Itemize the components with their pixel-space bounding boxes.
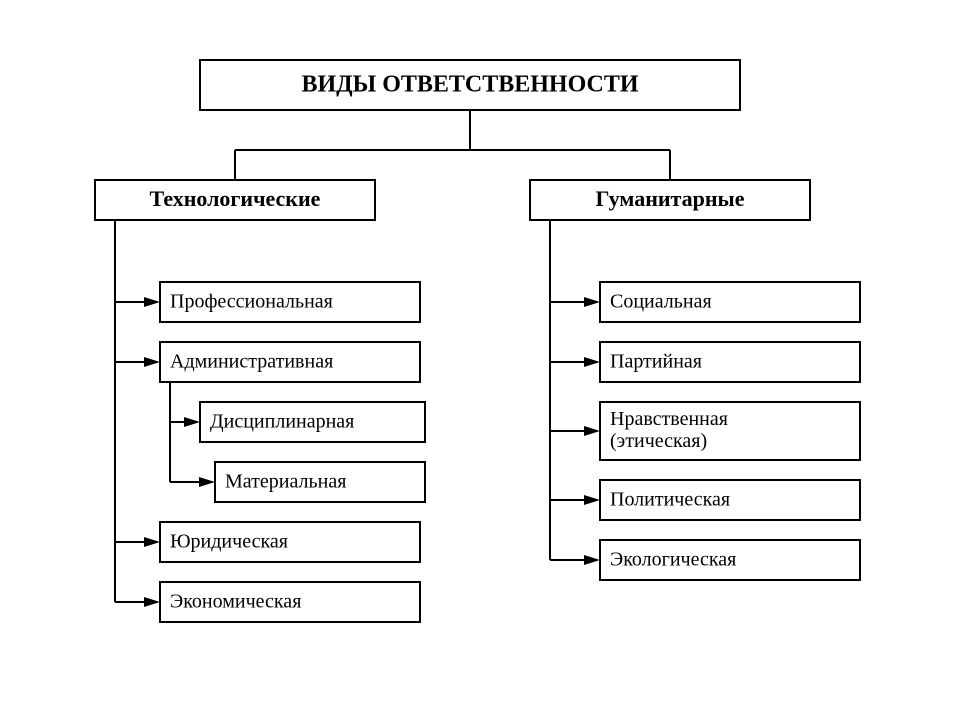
arrow-head-icon (144, 597, 160, 607)
arrow-head-icon (584, 555, 600, 565)
left-item-1-label: Административная (170, 351, 333, 373)
arrow-head-icon (199, 477, 215, 487)
left-item-3-label: Материальная (225, 471, 346, 493)
arrow-head-icon (144, 357, 160, 367)
right-item-3-label: Политическая (610, 489, 730, 511)
left-item-2-label: Дисциплинарная (210, 411, 354, 433)
title-label: ВИДЫ ОТВЕТСТВЕННОСТИ (301, 72, 638, 98)
responsibility-types-diagram: ВИДЫ ОТВЕТСТВЕННОСТИ Технологические Гуман… (0, 0, 960, 720)
arrow-head-icon (144, 537, 160, 547)
right-item-0-label: Социальная (610, 291, 712, 313)
category-left-label: Технологические (150, 186, 321, 211)
right-item-1-label: Партийная (610, 351, 702, 373)
right-item-4-label: Экологическая (610, 549, 736, 571)
category-right-label: Гуманитарные (596, 186, 745, 211)
arrow-head-icon (584, 297, 600, 307)
arrow-head-icon (584, 357, 600, 367)
arrow-head-icon (144, 297, 160, 307)
arrow-head-icon (184, 417, 200, 427)
arrow-head-icon (584, 426, 600, 436)
left-item-5-label: Экономическая (170, 591, 301, 613)
left-item-0-label: Профессиональная (170, 291, 333, 313)
arrow-head-icon (584, 495, 600, 505)
left-item-4-label: Юридическая (170, 531, 288, 553)
